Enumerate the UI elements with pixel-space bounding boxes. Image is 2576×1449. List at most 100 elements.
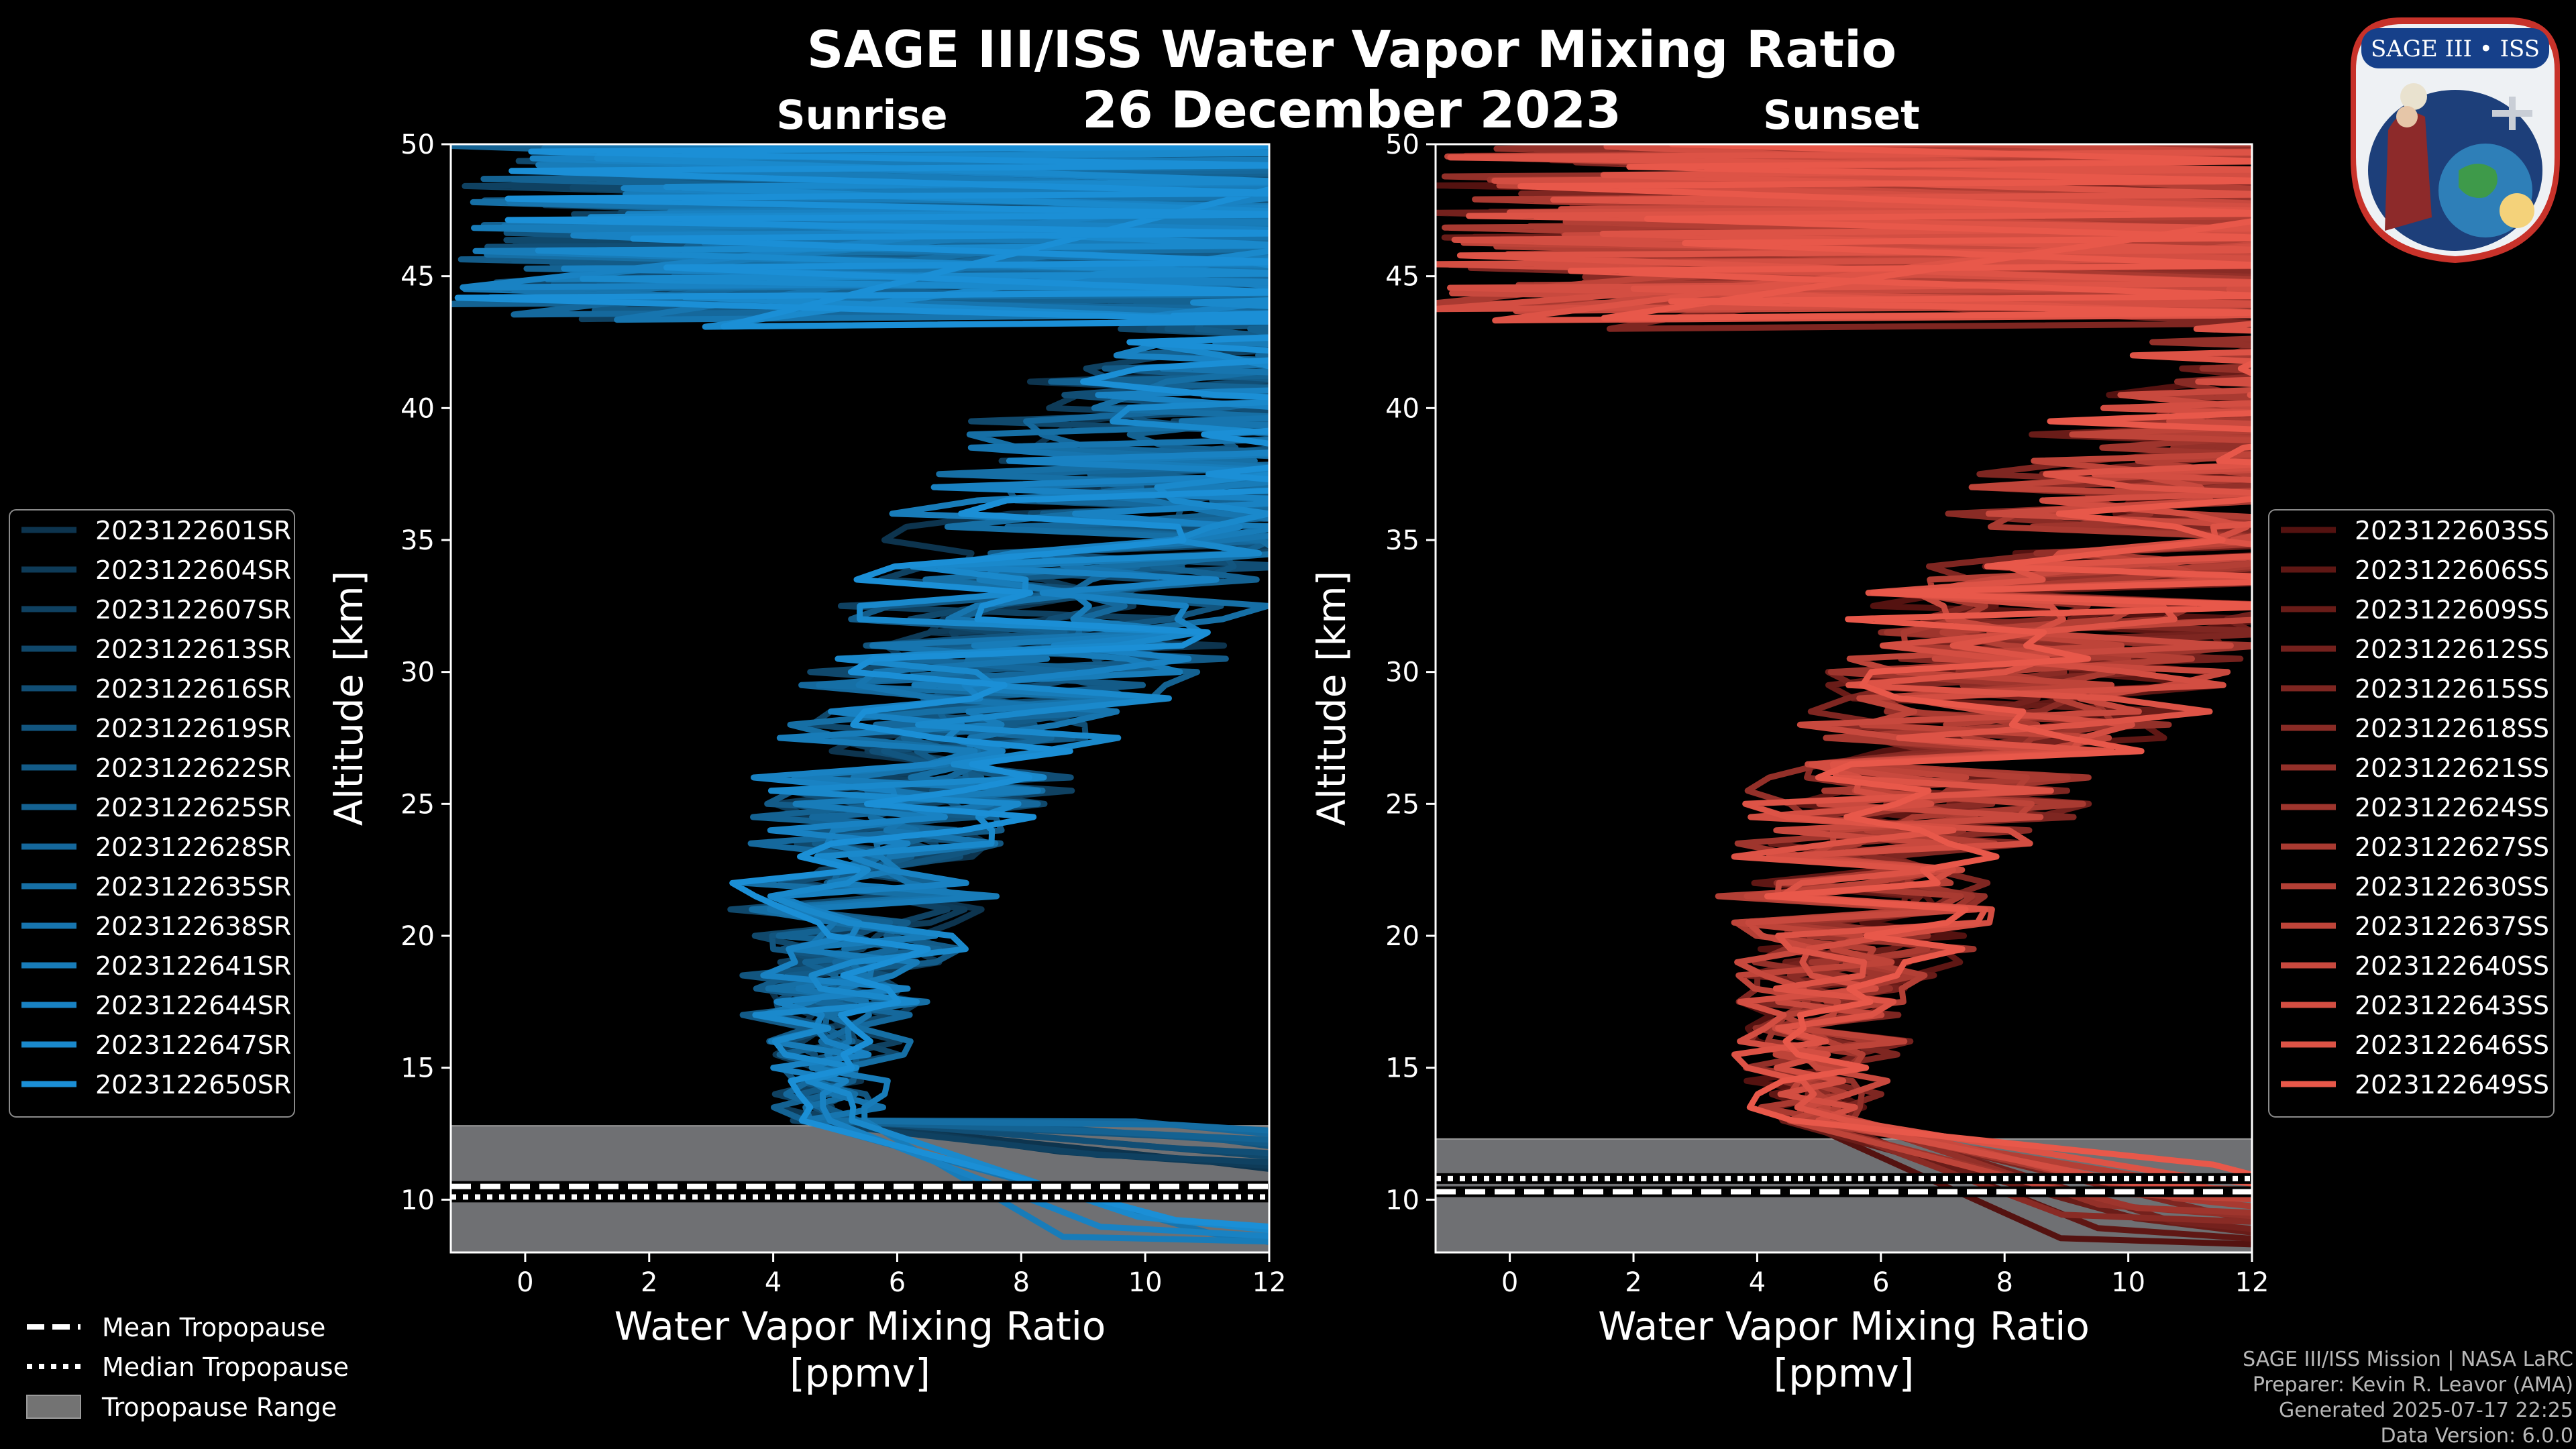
scientist-figure-icon bbox=[2385, 112, 2432, 231]
tropopause-range-swatch bbox=[26, 1395, 81, 1419]
y-tick-label: 40 bbox=[1385, 393, 1419, 424]
y-tick-label: 25 bbox=[1385, 789, 1419, 820]
x-tick-label: 2 bbox=[641, 1267, 657, 1298]
y-tick-label: 15 bbox=[400, 1053, 435, 1084]
legend-label: 2023122650SR bbox=[95, 1070, 291, 1099]
legend-label: 2023122630SS bbox=[2355, 872, 2549, 902]
legend-label: 2023122613SR bbox=[95, 635, 291, 664]
legend-label: 2023122647SR bbox=[95, 1030, 291, 1060]
x-axis-label: Water Vapor Mixing Ratio bbox=[1598, 1303, 2090, 1349]
legend-label: 2023122607SR bbox=[95, 595, 291, 625]
y-tick-label: 40 bbox=[400, 393, 435, 424]
profile-lines bbox=[451, 144, 1269, 1246]
legend-label: 2023122628SR bbox=[95, 833, 291, 862]
y-tick-label: 15 bbox=[1385, 1053, 1419, 1084]
x-tick-label: 10 bbox=[2111, 1267, 2145, 1298]
y-tick-label: 30 bbox=[400, 657, 435, 688]
y-tick-label: 30 bbox=[1385, 657, 1419, 688]
legend-label: 2023122641SR bbox=[95, 951, 291, 981]
y-tick-label: 35 bbox=[400, 525, 435, 556]
legend-label: 2023122635SR bbox=[95, 872, 291, 902]
y-tick-label: 35 bbox=[1385, 525, 1419, 556]
legend-label: 2023122637SS bbox=[2355, 912, 2549, 941]
x-tick-label: 4 bbox=[765, 1267, 782, 1298]
y-tick-label: 10 bbox=[1385, 1185, 1419, 1216]
y-tick-label: 45 bbox=[1385, 262, 1419, 292]
legend-label: 2023122609SS bbox=[2355, 595, 2549, 625]
legend-label: 2023122627SS bbox=[2355, 833, 2549, 862]
footer-preparer: Preparer: Kevin R. Leavor (AMA) bbox=[2253, 1373, 2573, 1397]
x-tick-label: 0 bbox=[517, 1267, 533, 1298]
legend-label: 2023122603SS bbox=[2355, 516, 2549, 545]
legend-label: 2023122638SR bbox=[95, 912, 291, 941]
legend-label: 2023122621SS bbox=[2355, 753, 2549, 783]
y-tick-label: 50 bbox=[400, 129, 435, 160]
y-axis-label: Altitude [km] bbox=[326, 571, 372, 826]
sunrise-subtitle: Sunrise bbox=[776, 92, 947, 139]
x-tick-label: 6 bbox=[1872, 1267, 1889, 1298]
legend-label: 2023122618SS bbox=[2355, 714, 2549, 743]
x-tick-label: 6 bbox=[889, 1267, 906, 1298]
footer-credits: SAGE III/ISS Mission | NASA LaRC Prepare… bbox=[2243, 1348, 2573, 1448]
sun-icon bbox=[2500, 193, 2534, 228]
median-tropopause-label: Median Tropopause bbox=[102, 1352, 349, 1382]
y-tick-label: 20 bbox=[400, 921, 435, 952]
legend-box bbox=[2268, 509, 2555, 1118]
y-tick-label: 50 bbox=[1385, 129, 1419, 160]
legend-label: 2023122625SR bbox=[95, 793, 291, 822]
patch-banner bbox=[2361, 28, 2549, 68]
continent-icon bbox=[2459, 164, 2498, 198]
sunset-panel: 0 2 4 6 8 10 12 10 15 20 25 30 35 40 45 50 Water Vapor M… bbox=[1309, 129, 2269, 1396]
patch-title: SAGE III • ISS bbox=[2371, 36, 2540, 62]
legend-label: 2023122624SS bbox=[2355, 793, 2549, 822]
legend-label: 2023122615SS bbox=[2355, 674, 2549, 704]
sunset-subtitle: Sunset bbox=[1763, 92, 1920, 139]
legend-label: 2023122644SR bbox=[95, 991, 291, 1020]
profile-line-2023122646SS bbox=[1447, 149, 2252, 1187]
y-tick-label: 20 bbox=[1385, 921, 1419, 952]
y-tick-label: 45 bbox=[400, 262, 435, 292]
legend-label: 2023122646SS bbox=[2355, 1030, 2549, 1060]
footer-generated: Generated 2025-07-17 22:25 bbox=[2279, 1399, 2573, 1422]
profile-line-2023122644SR bbox=[460, 150, 1269, 1239]
tropopause-range-label: Tropopause Range bbox=[101, 1393, 337, 1422]
figure-title: SAGE III/ISS Water Vapor Mixing Ratio bbox=[807, 19, 1897, 79]
x-tick-label: 8 bbox=[1996, 1267, 2012, 1298]
profile-line-2023122649SS bbox=[1517, 144, 2252, 1178]
legend-box bbox=[9, 509, 295, 1118]
legend-label: 2023122649SS bbox=[2355, 1070, 2549, 1099]
legend-label: 2023122616SR bbox=[95, 674, 291, 704]
y-tick-label: 25 bbox=[400, 789, 435, 820]
sage-iii-iss-patch-logo: SAGE III • ISS bbox=[2351, 17, 2560, 263]
x-axis-label: [ppmv] bbox=[790, 1350, 930, 1396]
x-axis-label: Water Vapor Mixing Ratio bbox=[614, 1303, 1106, 1349]
axes-frame bbox=[1434, 143, 2253, 1254]
x-tick-label: 12 bbox=[2235, 1267, 2269, 1298]
x-tick-label: 2 bbox=[1625, 1267, 1642, 1298]
y-tick-label: 10 bbox=[400, 1185, 435, 1216]
legend-label: 2023122604SR bbox=[95, 555, 291, 585]
sunrise-legend: 2023122601SR 2023122604SR 2023122607SR 2023… bbox=[9, 509, 295, 1118]
legend-label: 2023122601SR bbox=[95, 516, 291, 545]
y-axis-label: Altitude [km] bbox=[1309, 571, 1354, 826]
x-tick-label: 8 bbox=[1013, 1267, 1030, 1298]
profile-line-2023122647SR bbox=[535, 144, 1269, 1234]
footer-version: Data Version: 6.0.0 bbox=[2381, 1424, 2573, 1448]
x-tick-label: 12 bbox=[1252, 1267, 1287, 1298]
x-tick-label: 10 bbox=[1128, 1267, 1163, 1298]
profile-lines bbox=[1436, 144, 2252, 1248]
footer-mission: SAGE III/ISS Mission | NASA LaRC bbox=[2243, 1348, 2573, 1371]
axes-frame bbox=[449, 143, 1271, 1254]
moon-icon bbox=[2400, 83, 2427, 110]
x-tick-label: 0 bbox=[1501, 1267, 1518, 1298]
profile-line-2023122650SR bbox=[454, 144, 1269, 1230]
figure-date: 26 December 2023 bbox=[1082, 80, 1621, 140]
x-axis-label: [ppmv] bbox=[1774, 1350, 1915, 1396]
tropopause-legend: Mean Tropopause Median Tropopause Tropop… bbox=[26, 1313, 349, 1422]
sunrise-panel: 0 2 4 6 8 10 12 10 15 20 25 30 35 40 45 50 Water Vapor M… bbox=[326, 129, 1287, 1396]
legend-label: 2023122612SS bbox=[2355, 635, 2549, 664]
scientist-head-icon bbox=[2396, 106, 2418, 127]
legend-label: 2023122622SR bbox=[95, 753, 291, 783]
sunset-legend: 2023122603SS 2023122606SS 2023122609SS 2023… bbox=[2268, 509, 2555, 1118]
